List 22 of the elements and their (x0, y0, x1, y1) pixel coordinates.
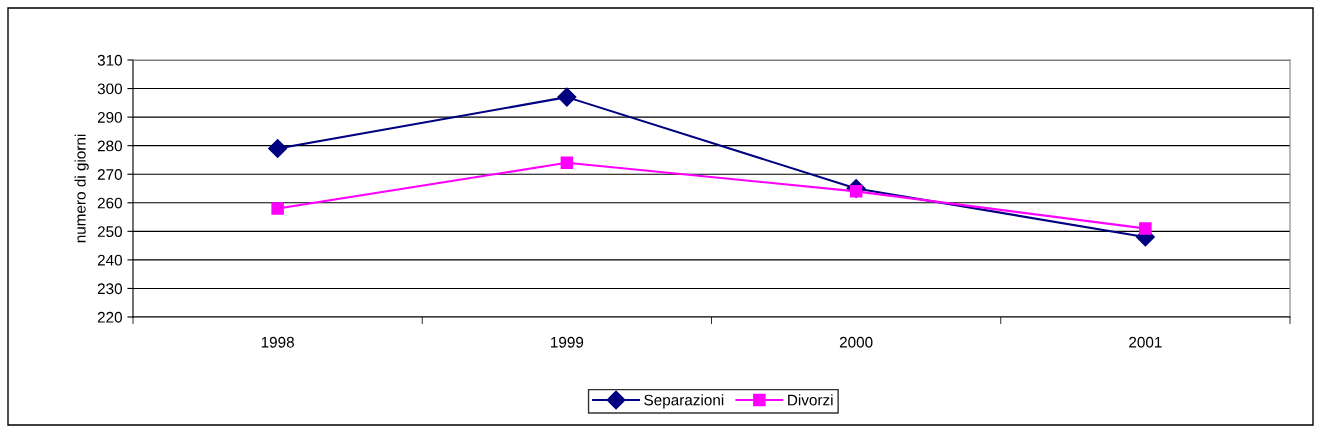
y-tick-label: 280 (97, 140, 122, 152)
legend-label: Separazioni (644, 394, 724, 409)
x-tick-label: 2000 (839, 336, 873, 348)
y-tick-label: 260 (97, 197, 122, 209)
y-tick-label: 310 (97, 54, 122, 66)
y-tick-label: 240 (97, 254, 122, 266)
y-tick-label: 250 (97, 226, 122, 238)
x-tick-label: 2001 (1129, 336, 1162, 348)
point (271, 202, 284, 215)
y-tick-label: 220 (97, 311, 122, 323)
legend-label: Divorzi (788, 394, 833, 406)
y-tick-label: 270 (97, 169, 122, 180)
y-tick-label: 300 (97, 83, 122, 95)
point (560, 156, 574, 170)
point (268, 138, 288, 159)
point (1139, 222, 1152, 235)
x-tick-label: 1998 (261, 336, 294, 348)
point (557, 87, 577, 107)
y-tick-label: 230 (97, 283, 122, 295)
y-tick-label: 290 (97, 111, 122, 123)
y-axis-title: numero di giorni (74, 134, 89, 243)
x-tick-label: 1999 (551, 336, 584, 348)
